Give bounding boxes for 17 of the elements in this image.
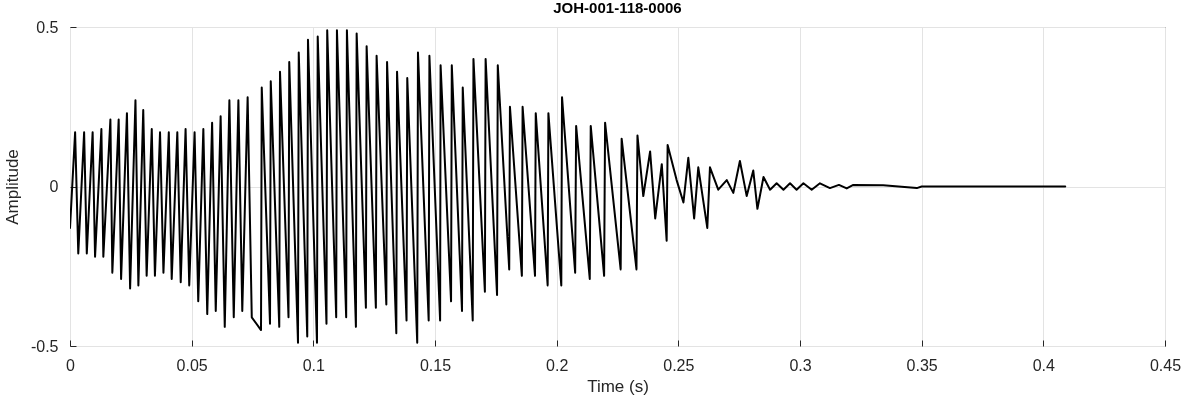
x-tick-label: 0 xyxy=(66,356,76,374)
y-tick-label: 0 xyxy=(49,178,59,195)
x-tick-label: 0.4 xyxy=(1032,356,1056,374)
x-tick-label: 0.35 xyxy=(906,356,938,374)
y-tick-label: -0.5 xyxy=(30,337,59,355)
x-tick-label: 0.15 xyxy=(419,356,452,374)
x-tick-label: 0.45 xyxy=(1149,356,1182,374)
y-tick-label: 0.5 xyxy=(36,18,59,36)
line-series xyxy=(70,29,1067,344)
x-axis-title: Time (s) xyxy=(587,376,649,396)
x-tick-label: 0.3 xyxy=(789,356,812,374)
x-tick-label: 0.2 xyxy=(546,356,569,374)
y-axis-title: Amplitude xyxy=(2,149,22,225)
chart-title: JOH-001-118-0006 xyxy=(553,0,682,16)
x-tick-label: 0.05 xyxy=(176,356,208,374)
x-tick-label: 0.25 xyxy=(663,356,695,374)
x-tick-label: 0.1 xyxy=(302,356,326,374)
